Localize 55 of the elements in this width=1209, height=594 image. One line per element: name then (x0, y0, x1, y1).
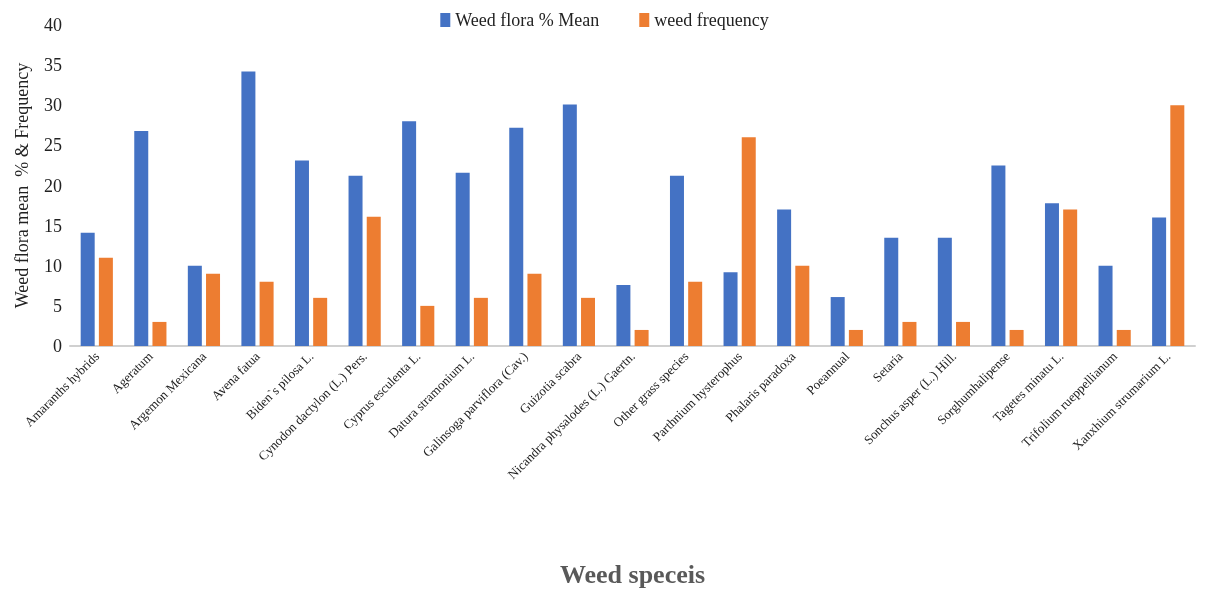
y-tick-label: 10 (44, 255, 62, 276)
y-axis-title: Weed flora mean % & Frequency (12, 62, 32, 309)
bar (455, 172, 470, 346)
bar (937, 237, 952, 346)
bar (688, 281, 703, 346)
bar (795, 265, 810, 346)
bar (366, 216, 381, 346)
bar (777, 209, 792, 346)
bar (634, 329, 649, 346)
bar (187, 265, 202, 346)
bar (420, 305, 435, 346)
bar (1044, 203, 1059, 346)
y-tick-label: 0 (53, 336, 62, 356)
bar (1009, 329, 1024, 346)
bar (98, 257, 113, 346)
legend-label: Weed flora % Mean (455, 10, 600, 30)
bar (509, 127, 524, 346)
bar (1152, 217, 1167, 346)
y-tick-label: 20 (44, 175, 62, 196)
bar (956, 321, 971, 346)
bar (80, 232, 95, 346)
bar (1170, 105, 1185, 346)
y-tick-label: 40 (44, 15, 62, 35)
bar (830, 297, 845, 346)
bar (616, 285, 631, 346)
bar (134, 130, 149, 346)
y-tick-label: 5 (53, 295, 62, 316)
bar (884, 237, 899, 346)
y-tick-label: 15 (44, 215, 62, 236)
bar (723, 272, 738, 346)
bar (259, 281, 274, 346)
bar (152, 321, 167, 346)
legend-label: weed frequency (654, 10, 769, 30)
bar (902, 321, 917, 346)
bar (313, 297, 328, 346)
bar (848, 329, 863, 346)
bar (562, 104, 577, 346)
bar (527, 273, 542, 346)
bar (1063, 209, 1078, 346)
y-tick-label: 30 (44, 95, 62, 116)
bar (241, 71, 256, 346)
y-tick-label: 25 (44, 135, 62, 156)
bar (741, 137, 756, 346)
bar (1098, 265, 1113, 346)
bar (1116, 329, 1131, 346)
bar (669, 175, 684, 346)
y-tick-label: 35 (44, 55, 62, 76)
bar (402, 121, 417, 346)
bar (991, 165, 1006, 346)
bar (206, 273, 221, 346)
x-axis-title: Weed speceis (559, 559, 706, 589)
bar (581, 297, 596, 346)
bar (348, 175, 363, 346)
bar (294, 160, 309, 346)
bar (473, 297, 488, 346)
